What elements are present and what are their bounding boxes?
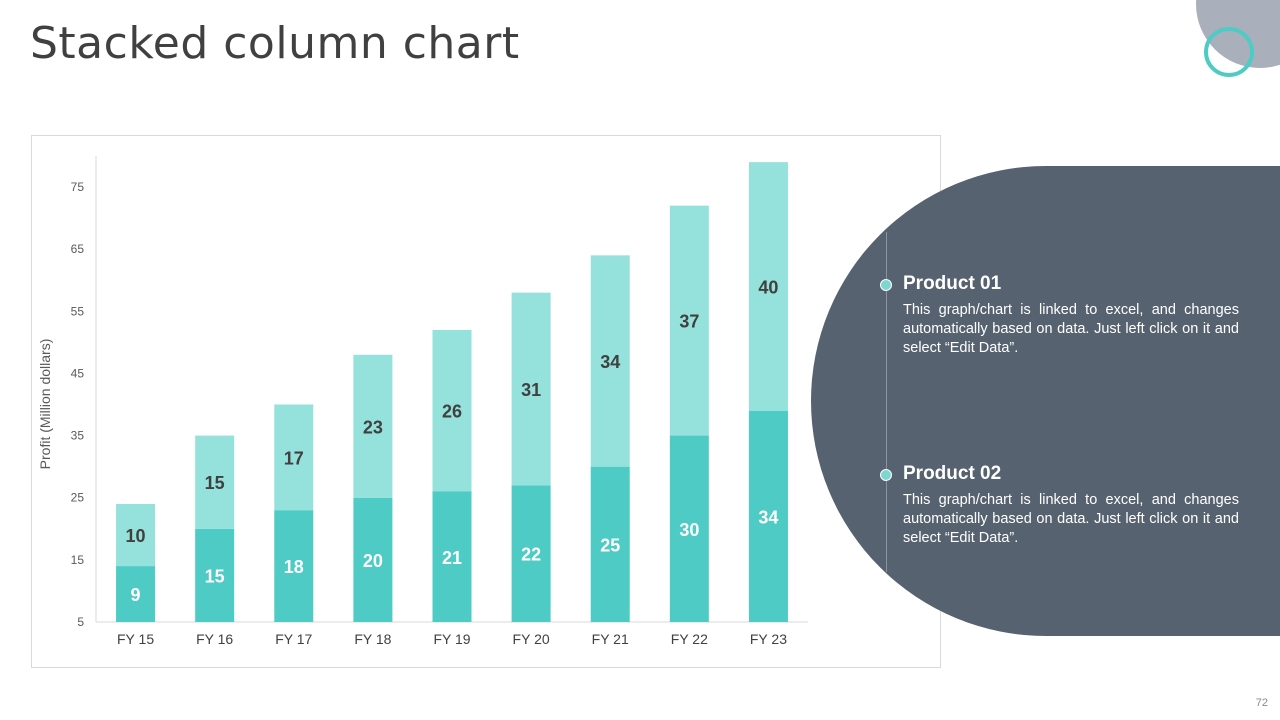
x-tick-label: FY 23	[750, 631, 787, 647]
bar-product-01	[274, 404, 314, 511]
bar-product-01	[590, 255, 630, 467]
y-tick-label: 55	[71, 304, 85, 318]
data-label: 26	[442, 402, 462, 422]
y-tick-label: 35	[71, 429, 85, 443]
data-label: 15	[205, 473, 225, 493]
data-label: 9	[131, 585, 141, 605]
bar-product-02	[116, 566, 156, 622]
product-01-description: This graph/chart is linked to excel, and…	[903, 302, 1239, 356]
legend-divider-line	[886, 232, 887, 572]
y-tick-label: 5	[77, 615, 84, 629]
data-label: 40	[758, 277, 778, 297]
bar-product-01	[511, 292, 551, 486]
bar-product-01	[116, 503, 156, 567]
y-tick-label: 45	[71, 366, 85, 380]
x-tick-label: FY 21	[592, 631, 629, 647]
x-tick-label: FY 15	[117, 631, 154, 647]
data-label: 31	[521, 380, 541, 400]
data-label: 20	[363, 551, 383, 571]
data-label: 34	[758, 507, 778, 527]
data-label: 30	[679, 520, 699, 540]
bar-product-02	[748, 410, 788, 622]
bar-product-02	[353, 497, 393, 622]
bar-product-01	[669, 205, 709, 436]
data-label: 37	[679, 312, 699, 332]
chart-frame	[31, 135, 941, 668]
data-label: 22	[521, 545, 541, 565]
bar-product-02	[669, 435, 709, 622]
bar-product-02	[274, 510, 314, 622]
y-tick-label: 15	[71, 553, 85, 567]
x-tick-label: FY 16	[196, 631, 233, 647]
bar-product-01	[195, 435, 235, 529]
page-number: 72	[1255, 697, 1268, 709]
y-tick-label: 25	[71, 491, 85, 505]
bar-product-01	[353, 354, 393, 498]
bar-product-02	[590, 466, 630, 622]
y-tick-label: 75	[71, 180, 85, 194]
data-label: 34	[600, 352, 620, 372]
data-label: 10	[126, 526, 146, 546]
bar-product-02	[432, 491, 472, 622]
bar-product-02	[511, 485, 551, 622]
data-label: 25	[600, 535, 620, 555]
bar-product-01	[432, 329, 472, 492]
product-01-bullet-icon	[880, 279, 892, 291]
data-label: 23	[363, 417, 383, 437]
data-label: 17	[284, 448, 304, 468]
product-02-title: Product 02	[903, 463, 1002, 484]
product-02-bullet-icon	[880, 469, 892, 481]
bar-product-02	[195, 528, 235, 622]
y-axis-title: Profit (Million dollars)	[37, 339, 53, 470]
bar-product-01	[748, 162, 788, 411]
x-tick-label: FY 18	[354, 631, 391, 647]
x-tick-label: FY 17	[275, 631, 312, 647]
x-tick-label: FY 19	[433, 631, 470, 647]
product-02-description: This graph/chart is linked to excel, and…	[903, 492, 1239, 546]
x-tick-label: FY 20	[513, 631, 550, 647]
product-01-title: Product 01	[903, 273, 1002, 294]
data-label: 18	[284, 557, 304, 577]
y-tick-label: 65	[71, 242, 85, 256]
decorative-ring	[1204, 27, 1254, 77]
data-label: 21	[442, 548, 462, 568]
legend-panel-background	[1046, 166, 1280, 636]
page-title: Stacked column chart	[30, 18, 520, 69]
x-tick-label: FY 22	[671, 631, 708, 647]
data-label: 15	[205, 566, 225, 586]
